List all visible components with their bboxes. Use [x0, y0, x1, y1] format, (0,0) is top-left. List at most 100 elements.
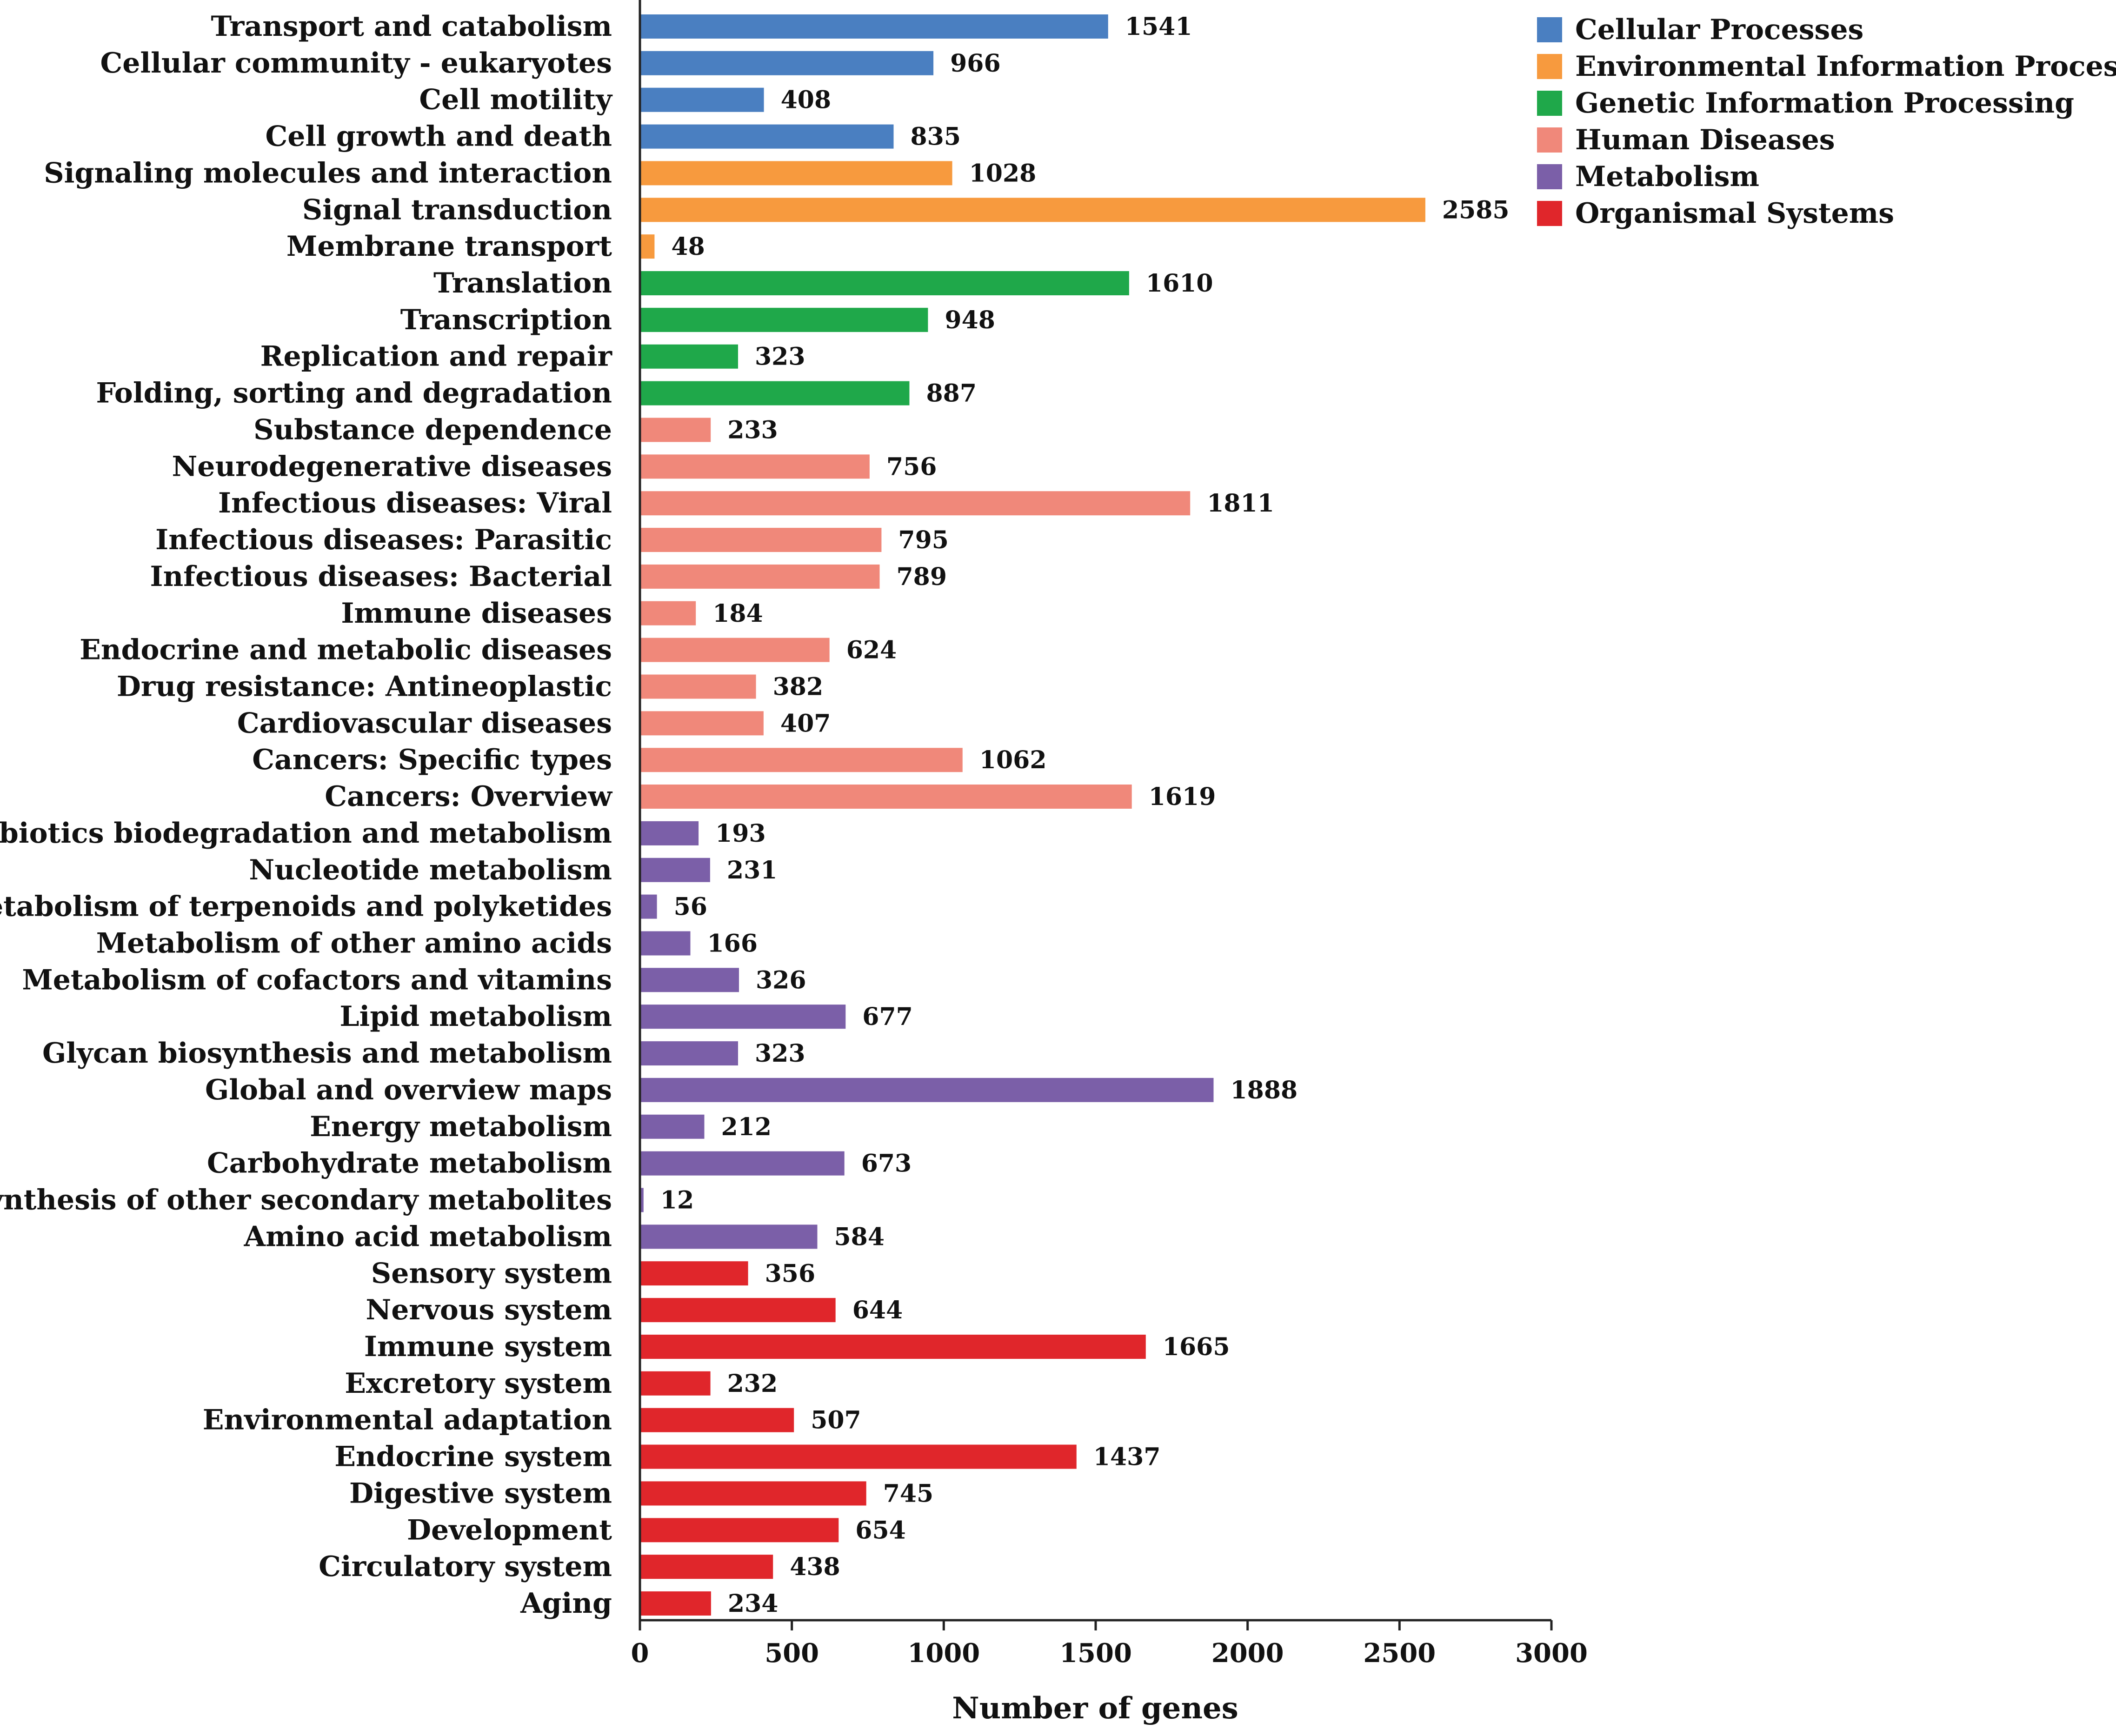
- bar: [640, 234, 655, 259]
- category-label: Endocrine system: [334, 1441, 612, 1473]
- category-label: Drug resistance: Antineoplastic: [117, 671, 612, 703]
- bar: [640, 87, 764, 112]
- bar: [640, 1591, 711, 1616]
- bar: [640, 1518, 839, 1543]
- category-label: Energy metabolism: [310, 1111, 612, 1143]
- category-label: Cancers: Specific types: [252, 744, 612, 776]
- bar: [640, 1335, 1146, 1359]
- category-label: Aging: [520, 1587, 612, 1620]
- bar: [640, 491, 1191, 516]
- bar: [640, 894, 657, 919]
- legend-label: Environmental Information Processing: [1575, 50, 2116, 83]
- value-label: 438: [790, 1553, 840, 1581]
- value-label: 584: [834, 1223, 885, 1251]
- bar: [640, 1261, 748, 1286]
- category-label: Circulatory system: [319, 1550, 612, 1583]
- value-label: 745: [883, 1479, 934, 1508]
- legend-swatch: [1537, 91, 1562, 116]
- category-label: Cell motility: [419, 84, 613, 116]
- bar: [640, 528, 882, 552]
- category-label: Infectious diseases: Bacterial: [150, 560, 612, 593]
- value-label: 1811: [1207, 489, 1274, 518]
- value-label: 644: [852, 1296, 903, 1324]
- category-label: Signal transduction: [302, 193, 612, 226]
- legend-label: Metabolism: [1575, 160, 1759, 193]
- x-tick-label: 500: [765, 1638, 819, 1669]
- category-label: Biosynthesis of other secondary metaboli…: [0, 1184, 612, 1217]
- value-label: 1437: [1093, 1443, 1161, 1471]
- category-label: Replication and repair: [260, 340, 613, 373]
- category-label: Folding, sorting and degradation: [96, 377, 612, 410]
- value-label: 166: [707, 930, 758, 958]
- bar: [640, 307, 928, 332]
- value-label: 231: [727, 856, 778, 885]
- legend: Cellular Processes Environmental Informat…: [1537, 13, 2116, 230]
- bar: [640, 1555, 773, 1579]
- value-label: 756: [886, 452, 937, 481]
- category-label: Development: [407, 1514, 612, 1546]
- value-label: 966: [950, 49, 1001, 78]
- value-label: 887: [926, 379, 977, 408]
- category-label: Cardiovascular diseases: [237, 707, 612, 739]
- bar: [640, 1408, 794, 1432]
- bar: [640, 1078, 1214, 1102]
- category-label: Glycan biosynthesis and metabolism: [42, 1037, 612, 1070]
- bar: [640, 638, 830, 662]
- bar: [640, 1481, 866, 1506]
- bars-layer: Transport and catabolism 1541 Cellular com…: [0, 10, 1510, 1620]
- x-tick-label: 3000: [1515, 1638, 1588, 1669]
- category-label: Cancers: Overview: [325, 780, 612, 813]
- legend-swatch: [1537, 164, 1562, 189]
- value-label: 1062: [979, 746, 1047, 774]
- category-label: Transcription: [400, 304, 612, 336]
- value-label: 673: [861, 1150, 912, 1178]
- category-label: Metabolism of cofactors and vitamins: [22, 964, 612, 996]
- legend-swatch: [1537, 17, 1562, 42]
- bar: [640, 14, 1108, 39]
- legend-swatch: [1537, 127, 1562, 153]
- value-label: 795: [898, 526, 949, 554]
- legend-label: Organismal Systems: [1575, 197, 1894, 230]
- category-label: Endocrine and metabolic diseases: [80, 634, 612, 666]
- category-label: Infectious diseases: Viral: [218, 487, 612, 519]
- value-label: 1610: [1146, 269, 1213, 298]
- category-label: Infectious diseases: Parasitic: [155, 524, 612, 556]
- value-label: 356: [765, 1259, 816, 1288]
- legend-label: Human Diseases: [1575, 124, 1835, 156]
- category-label: Sensory system: [371, 1257, 612, 1290]
- bar: [640, 51, 934, 75]
- bar: [640, 1188, 644, 1212]
- category-label: Amino acid metabolism: [244, 1220, 612, 1253]
- bar: [640, 271, 1129, 295]
- x-axis-title: Number of genes: [952, 1691, 1238, 1726]
- category-label: Nucleotide metabolism: [249, 854, 612, 886]
- value-label: 323: [755, 1039, 805, 1068]
- value-label: 56: [674, 893, 707, 921]
- value-label: 382: [773, 673, 824, 701]
- legend-label: Cellular Processes: [1575, 13, 1863, 46]
- bar: [640, 674, 756, 699]
- category-label: Metabolism of other amino acids: [96, 927, 612, 960]
- category-label: Immune system: [364, 1330, 612, 1363]
- bar: [640, 1371, 711, 1396]
- category-label: Membrane transport: [286, 230, 612, 263]
- x-tick-label: 1000: [907, 1638, 980, 1669]
- x-tick-label: 1500: [1059, 1638, 1132, 1669]
- x-tick-label: 0: [631, 1638, 649, 1669]
- value-label: 184: [712, 599, 763, 628]
- category-label: Lipid metabolism: [339, 1000, 612, 1033]
- category-label: Translation: [433, 267, 612, 299]
- category-label: Nervous system: [366, 1294, 612, 1326]
- bar: [640, 711, 764, 736]
- value-label: 2585: [1442, 196, 1510, 224]
- value-label: 507: [811, 1406, 861, 1435]
- value-label: 1619: [1149, 783, 1216, 811]
- value-label: 407: [780, 709, 831, 738]
- value-label: 1028: [969, 159, 1037, 187]
- value-label: 408: [781, 86, 832, 114]
- category-label: Substance dependence: [253, 414, 612, 446]
- bar: [640, 1298, 836, 1323]
- category-label: Immune diseases: [341, 597, 612, 630]
- legend-swatch: [1537, 201, 1562, 226]
